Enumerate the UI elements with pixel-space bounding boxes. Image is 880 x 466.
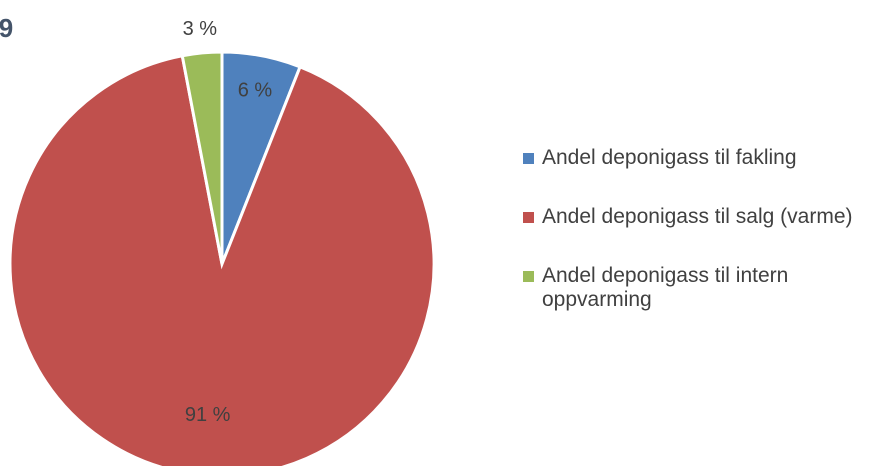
legend-swatch — [523, 271, 534, 282]
legend-entry: Andel deponigass til intern oppvarming — [523, 264, 873, 312]
chart-title: 9 — [0, 13, 13, 43]
data-label: 91 % — [185, 404, 231, 426]
legend-swatch — [523, 153, 534, 164]
pie-slice — [180, 50, 224, 265]
legend-label: Andel deponigass til intern oppvarming — [542, 264, 789, 311]
legend-entry: Andel deponigass til fakling — [523, 146, 873, 170]
legend-label: Andel deponigass til fakling — [542, 146, 797, 169]
legend-label: Andel deponigass til salg (varme) — [542, 205, 853, 228]
legend-swatch — [523, 212, 534, 223]
pie-slice — [8, 53, 436, 466]
legend: Andel deponigass til fakling Andel deponi… — [523, 146, 873, 347]
legend-entry: Andel deponigass til salg (varme) — [523, 205, 873, 229]
data-label: 3 % — [183, 18, 218, 40]
data-label: 6 % — [238, 79, 273, 101]
